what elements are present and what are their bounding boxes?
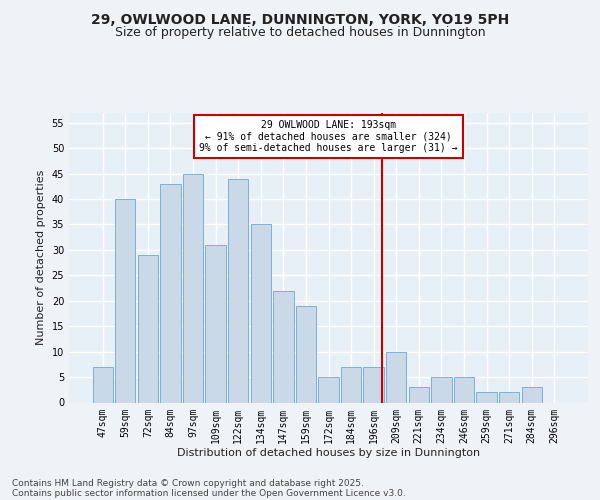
Y-axis label: Number of detached properties: Number of detached properties <box>36 170 46 345</box>
Bar <box>251 224 271 402</box>
Bar <box>454 377 474 402</box>
Bar <box>341 367 361 402</box>
Bar <box>183 174 203 402</box>
Bar <box>296 306 316 402</box>
Bar <box>228 178 248 402</box>
Bar <box>92 367 113 402</box>
Bar <box>431 377 452 402</box>
Text: Contains HM Land Registry data © Crown copyright and database right 2025.: Contains HM Land Registry data © Crown c… <box>12 478 364 488</box>
Text: Contains public sector information licensed under the Open Government Licence v3: Contains public sector information licen… <box>12 488 406 498</box>
Bar <box>409 387 429 402</box>
Text: Size of property relative to detached houses in Dunnington: Size of property relative to detached ho… <box>115 26 485 39</box>
Bar <box>499 392 519 402</box>
Bar <box>160 184 181 402</box>
Text: 29 OWLWOOD LANE: 193sqm
← 91% of detached houses are smaller (324)
9% of semi-de: 29 OWLWOOD LANE: 193sqm ← 91% of detache… <box>199 120 458 154</box>
Bar <box>386 352 406 403</box>
Bar <box>364 367 384 402</box>
Bar <box>521 387 542 402</box>
Bar <box>476 392 497 402</box>
Bar <box>138 255 158 402</box>
Bar <box>273 290 293 403</box>
Bar <box>319 377 338 402</box>
Bar <box>205 245 226 402</box>
Text: 29, OWLWOOD LANE, DUNNINGTON, YORK, YO19 5PH: 29, OWLWOOD LANE, DUNNINGTON, YORK, YO19… <box>91 12 509 26</box>
Bar <box>115 199 136 402</box>
X-axis label: Distribution of detached houses by size in Dunnington: Distribution of detached houses by size … <box>177 448 480 458</box>
